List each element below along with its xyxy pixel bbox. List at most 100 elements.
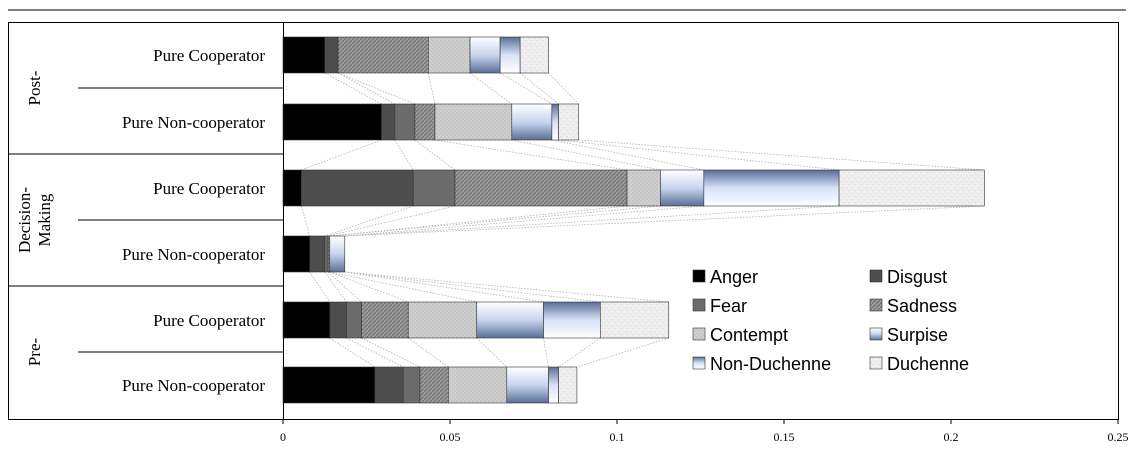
series-connector-line bbox=[476, 337, 508, 368]
category-label-decision-making-pure-non-cooperator: Pure Non-cooperator bbox=[122, 245, 265, 264]
legend-label-non-duchenne: Non-Duchenne bbox=[710, 354, 831, 374]
series-connector-line bbox=[548, 72, 579, 105]
legend-label-disgust: Disgust bbox=[887, 267, 947, 287]
bar-duchenne-pre-pure-non-cooperator bbox=[558, 366, 578, 404]
bar-surpise-pre-pure-non-cooperator bbox=[506, 366, 549, 404]
series-connector-line bbox=[344, 271, 601, 303]
bar-duchenne-post-pure-cooperator bbox=[519, 36, 549, 74]
bar-sadness-post-pure-non-cooperator bbox=[414, 103, 436, 141]
series-connector-line bbox=[327, 205, 456, 237]
bar-non-duchenne-pre-pure-cooperator bbox=[543, 301, 601, 339]
series-connector-line bbox=[361, 337, 421, 368]
bar-fear-decision-making-pure-cooperator bbox=[412, 169, 456, 207]
bar-non-duchenne-post-pure-cooperator bbox=[499, 36, 521, 74]
legend-swatch-disgust bbox=[869, 269, 883, 283]
bar-non-duchenne-decision-making-pure-cooperator bbox=[703, 169, 840, 207]
bar-contempt-post-pure-cooperator bbox=[427, 36, 471, 74]
bar-sadness-pre-pure-cooperator bbox=[361, 301, 409, 339]
category-label-decision-making-pure-cooperator: Pure Cooperator bbox=[153, 179, 265, 198]
x-tick-label: 0.15 bbox=[774, 430, 795, 444]
legend-swatch-non-duchenne bbox=[692, 356, 706, 370]
series-connector-line bbox=[578, 139, 985, 171]
series-connector-line bbox=[301, 139, 382, 171]
series-connector-line bbox=[337, 72, 396, 105]
series-connector-line bbox=[329, 271, 409, 303]
bar-contempt-pre-pure-non-cooperator bbox=[448, 366, 508, 404]
series-connector-line bbox=[329, 337, 376, 368]
series-connector-line bbox=[394, 139, 414, 171]
plot-frame bbox=[8, 22, 1119, 420]
series-connector-line bbox=[576, 337, 669, 368]
bar-surpise-decision-making-pure-cooperator bbox=[660, 169, 705, 207]
bar-sadness-decision-making-pure-cooperator bbox=[454, 169, 628, 207]
bar-contempt-post-pure-non-cooperator bbox=[434, 103, 513, 141]
legend-label-anger: Anger bbox=[710, 267, 758, 287]
series-connector-line bbox=[469, 72, 513, 105]
x-tick-label: 0.25 bbox=[1108, 430, 1129, 444]
series-connector-line bbox=[414, 139, 456, 171]
bar-surpise-decision-making-pure-non-cooperator bbox=[329, 235, 346, 273]
x-tick-label: 0.05 bbox=[440, 430, 461, 444]
legend-swatch-sadness bbox=[869, 298, 883, 312]
series-connector-line bbox=[324, 205, 414, 237]
bar-fear-pre-pure-non-cooperator bbox=[402, 366, 421, 404]
bar-contempt-pre-pure-cooperator bbox=[407, 301, 478, 339]
series-connector-line bbox=[309, 271, 331, 303]
bar-disgust-pre-pure-non-cooperator bbox=[374, 366, 404, 404]
bar-non-duchenne-post-pure-non-cooperator bbox=[551, 103, 559, 141]
bar-disgust-decision-making-pure-cooperator bbox=[301, 169, 414, 207]
series-connector-line bbox=[543, 337, 549, 368]
series-connector-line bbox=[519, 72, 559, 105]
series-connector-line bbox=[329, 205, 661, 237]
x-tick-label: 0 bbox=[280, 430, 286, 444]
series-connector-line bbox=[558, 139, 840, 171]
group-label-decision: Decision- bbox=[15, 187, 34, 253]
bar-sadness-post-pure-cooperator bbox=[337, 36, 429, 74]
bar-surpise-post-pure-cooperator bbox=[469, 36, 501, 74]
group-label-pre: Pre- bbox=[25, 338, 44, 367]
bar-disgust-pre-pure-cooperator bbox=[329, 301, 347, 339]
series-connector-line bbox=[499, 72, 553, 105]
category-label-post-pure-non-cooperator: Pure Non-cooperator bbox=[122, 113, 265, 132]
bar-disgust-post-pure-non-cooperator bbox=[381, 103, 396, 141]
series-connector-line bbox=[300, 205, 311, 237]
legend-swatch-contempt bbox=[692, 327, 706, 341]
bar-surpise-pre-pure-cooperator bbox=[476, 301, 544, 339]
bar-duchenne-decision-making-pure-cooperator bbox=[838, 169, 985, 207]
x-tick-label: 0.1 bbox=[610, 430, 625, 444]
category-label-post-pure-cooperator: Pure Cooperator bbox=[153, 46, 265, 65]
legend-label-fear: Fear bbox=[710, 296, 747, 316]
bar-non-duchenne-pre-pure-non-cooperator bbox=[548, 366, 559, 404]
bar-anger-decision-making-pure-non-cooperator bbox=[282, 235, 311, 273]
series-connector-line bbox=[434, 139, 628, 171]
legend-label-duchenne: Duchenne bbox=[887, 354, 969, 374]
series-connector-line bbox=[329, 205, 628, 237]
series-connector-line bbox=[327, 271, 362, 303]
legend-label-contempt: Contempt bbox=[710, 325, 788, 345]
bar-surpise-post-pure-non-cooperator bbox=[511, 103, 553, 141]
bar-anger-pre-pure-non-cooperator bbox=[282, 366, 376, 404]
series-connector-line bbox=[558, 337, 601, 368]
bar-anger-decision-making-pure-cooperator bbox=[282, 169, 302, 207]
bar-sadness-pre-pure-non-cooperator bbox=[419, 366, 449, 404]
series-connector-line bbox=[344, 205, 840, 237]
legend-swatch-fear bbox=[692, 298, 706, 312]
bar-anger-post-pure-cooperator bbox=[282, 36, 326, 74]
bar-anger-pre-pure-cooperator bbox=[282, 301, 331, 339]
bar-disgust-decision-making-pure-non-cooperator bbox=[309, 235, 326, 273]
series-connector-line bbox=[551, 139, 704, 171]
legend-swatch-anger bbox=[692, 269, 706, 283]
series-connector-line bbox=[324, 72, 382, 105]
group-label-making: Making bbox=[35, 193, 54, 246]
x-tick-label: 0.2 bbox=[944, 430, 959, 444]
series-connector-line bbox=[511, 139, 661, 171]
bar-fear-pre-pure-cooperator bbox=[346, 301, 362, 339]
bar-duchenne-pre-pure-cooperator bbox=[599, 301, 670, 339]
legend-swatch-duchenne bbox=[869, 356, 883, 370]
series-connector-line bbox=[329, 271, 477, 303]
series-connector-line bbox=[344, 271, 544, 303]
series-connector-line bbox=[408, 337, 449, 368]
series-connector-line bbox=[346, 337, 404, 368]
bar-fear-post-pure-non-cooperator bbox=[394, 103, 416, 141]
